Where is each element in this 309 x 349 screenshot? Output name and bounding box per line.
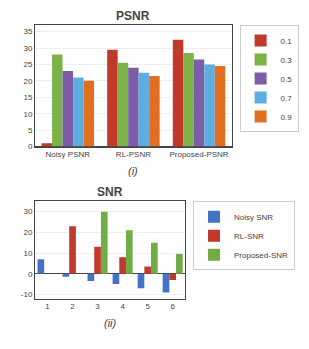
svg-text:Proposed-SNR: Proposed-SNR: [234, 251, 288, 260]
svg-text:PSNR: PSNR: [116, 9, 150, 23]
svg-text:0: 0: [28, 142, 33, 151]
svg-text:-10: -10: [21, 290, 33, 299]
svg-text:6: 6: [170, 302, 175, 311]
svg-text:35: 35: [23, 27, 32, 36]
svg-text:0.5: 0.5: [281, 75, 293, 84]
svg-text:1: 1: [45, 302, 50, 311]
svg-text:0.1: 0.1: [281, 37, 293, 46]
svg-text:20: 20: [23, 228, 32, 237]
svg-text:15: 15: [23, 93, 32, 102]
svg-text:0: 0: [28, 270, 33, 279]
svg-text:10: 10: [23, 110, 32, 119]
svg-text:5: 5: [145, 302, 150, 311]
svg-text:0.7: 0.7: [281, 94, 293, 103]
svg-text:20: 20: [23, 77, 32, 86]
svg-text:RL-PSNR: RL-PSNR: [116, 150, 151, 159]
svg-text:3: 3: [95, 302, 100, 311]
svg-text:(i): (i): [128, 165, 138, 177]
svg-text:0.9: 0.9: [281, 113, 293, 122]
svg-text:30: 30: [23, 44, 32, 53]
svg-text:30: 30: [23, 207, 32, 216]
svg-text:SNR: SNR: [97, 185, 123, 199]
svg-text:2: 2: [70, 302, 75, 311]
svg-text:10: 10: [23, 249, 32, 258]
svg-text:4: 4: [120, 302, 125, 311]
svg-text:Proposed-PSNR: Proposed-PSNR: [169, 150, 228, 159]
svg-text:0.3: 0.3: [281, 56, 293, 65]
svg-text:RL-SNR: RL-SNR: [234, 232, 264, 241]
svg-text:(ii): (ii): [104, 317, 117, 329]
svg-text:Noisy PSNR: Noisy PSNR: [46, 150, 91, 159]
svg-text:5: 5: [28, 126, 33, 135]
svg-text:25: 25: [23, 60, 32, 69]
svg-text:Noisy SNR: Noisy SNR: [234, 213, 273, 222]
